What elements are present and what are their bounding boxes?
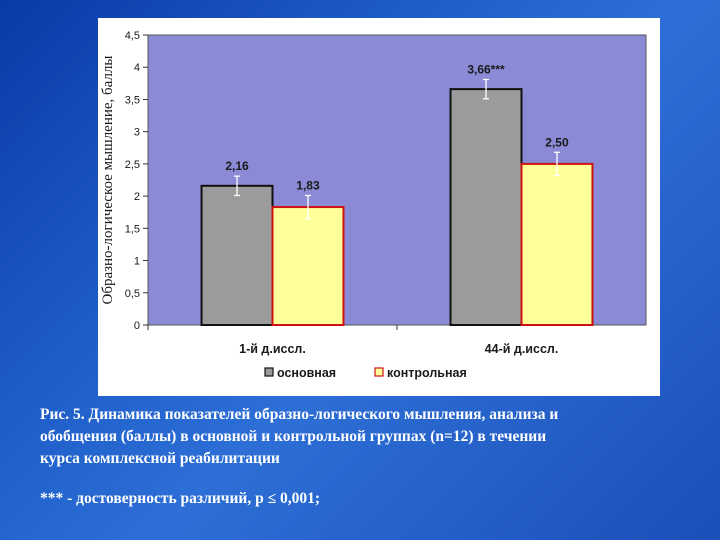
data-label: 2,50: [545, 135, 569, 149]
bar: [520, 162, 594, 326]
legend-label: контрольная: [387, 366, 467, 380]
y-tick-label: 4: [134, 62, 140, 74]
caption-line: обобщения (баллы) в основной и контрольн…: [40, 428, 547, 445]
y-tick-label: 3: [134, 127, 140, 139]
y-axis-label: Образно-логическое мышление, баллы: [100, 55, 116, 304]
x-category-label: 1-й д.иссл.: [239, 342, 306, 356]
legend-label: основная: [277, 366, 336, 380]
y-tick-label: 1,5: [125, 223, 140, 235]
data-label: 3,66***: [467, 62, 505, 76]
y-tick-label: 3,5: [125, 94, 140, 106]
legend-swatch: [374, 367, 384, 377]
y-tick-label: 1: [134, 256, 140, 268]
y-tick-label: 2,5: [125, 159, 140, 171]
y-tick-label: 0: [134, 320, 140, 332]
legend-swatch: [264, 367, 274, 377]
data-label: 2,16: [225, 159, 249, 173]
significance-note: *** - достоверность различий, р ≤ 0,001;: [40, 490, 321, 507]
bar: [271, 206, 345, 326]
caption-line: курса комплексной реабилитации: [40, 450, 280, 467]
y-tick-label: 0,5: [125, 288, 140, 300]
bar: [449, 88, 523, 326]
x-category-label: 44-й д.иссл.: [485, 342, 559, 356]
chart: 0 0,5 1 1,5 2 2,5 3 3,5 4 4,5 2,16 1,83 3,66*** 2,50…: [100, 30, 647, 380]
figure-caption: Рис. 5. Динамика показателей образно-лог…: [40, 404, 680, 470]
y-tick-label: 4,5: [125, 30, 140, 42]
caption-line: Рис. 5. Динамика показателей образно-лог…: [40, 406, 559, 423]
bar: [200, 184, 274, 326]
y-tick-label: 2: [134, 191, 140, 203]
data-label: 1,83: [296, 178, 320, 192]
